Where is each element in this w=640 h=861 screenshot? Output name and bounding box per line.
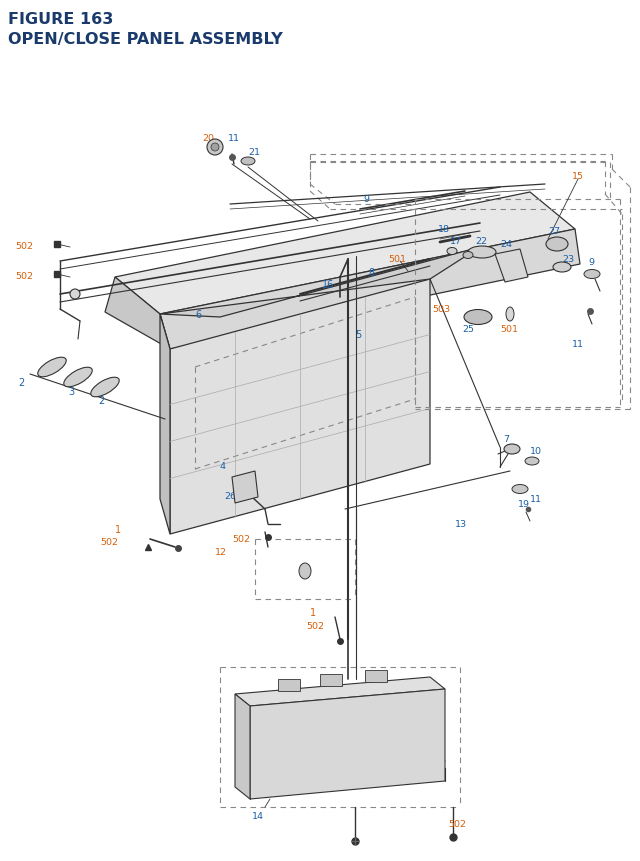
Text: OPEN/CLOSE PANEL ASSEMBLY: OPEN/CLOSE PANEL ASSEMBLY [8, 32, 283, 47]
Text: 502: 502 [15, 242, 33, 251]
Ellipse shape [525, 457, 539, 466]
Ellipse shape [546, 238, 568, 251]
Text: 22: 22 [475, 237, 487, 245]
Text: 23: 23 [562, 255, 574, 263]
Text: 9: 9 [363, 195, 369, 204]
Text: 19: 19 [518, 499, 530, 508]
Text: 3: 3 [68, 387, 74, 397]
Ellipse shape [512, 485, 528, 494]
Ellipse shape [506, 307, 514, 322]
Text: 16: 16 [322, 280, 334, 289]
Text: 25: 25 [462, 325, 474, 333]
Text: 6: 6 [195, 310, 201, 319]
Bar [365, 670, 387, 682]
Ellipse shape [584, 270, 600, 279]
Text: 5: 5 [355, 330, 361, 339]
Text: 13: 13 [455, 519, 467, 529]
Text: 1: 1 [115, 524, 121, 535]
Text: 501: 501 [500, 325, 518, 333]
Text: 502: 502 [100, 537, 118, 547]
Text: 11: 11 [572, 339, 584, 349]
Circle shape [207, 139, 223, 156]
Text: 14: 14 [252, 811, 264, 820]
Text: FIGURE 163: FIGURE 163 [8, 12, 113, 27]
Text: 502: 502 [306, 622, 324, 630]
Text: 9: 9 [588, 257, 594, 267]
Text: 7: 7 [503, 435, 509, 443]
Text: 24: 24 [500, 239, 512, 249]
Ellipse shape [91, 378, 119, 397]
Polygon shape [170, 280, 430, 535]
Polygon shape [160, 230, 580, 350]
Text: 27: 27 [548, 226, 560, 236]
Circle shape [211, 144, 219, 152]
Text: 21: 21 [248, 148, 260, 157]
Text: 502: 502 [448, 819, 466, 828]
Text: 4: 4 [220, 461, 226, 470]
Text: 2: 2 [98, 395, 104, 406]
Text: 26: 26 [224, 492, 236, 500]
Text: 501: 501 [388, 255, 406, 263]
Text: 502: 502 [232, 535, 250, 543]
Text: 10: 10 [530, 447, 542, 455]
Ellipse shape [299, 563, 311, 579]
Text: 18: 18 [438, 225, 450, 233]
Text: 11: 11 [228, 133, 240, 143]
Text: 11: 11 [530, 494, 542, 504]
Polygon shape [232, 472, 258, 504]
Ellipse shape [504, 444, 520, 455]
Polygon shape [235, 678, 445, 706]
Polygon shape [105, 278, 170, 350]
Ellipse shape [468, 247, 496, 258]
Text: 17: 17 [450, 237, 462, 245]
Ellipse shape [38, 358, 66, 377]
Text: 502: 502 [15, 272, 33, 281]
Bar [320, 674, 342, 686]
Polygon shape [160, 314, 170, 535]
Text: 20: 20 [202, 133, 214, 143]
Ellipse shape [447, 248, 457, 255]
Polygon shape [235, 694, 250, 799]
Text: 2: 2 [18, 378, 24, 387]
Polygon shape [115, 193, 575, 314]
Bar [278, 679, 300, 691]
Ellipse shape [64, 368, 92, 387]
Ellipse shape [463, 252, 473, 259]
Text: 8: 8 [368, 268, 374, 278]
Circle shape [70, 289, 80, 300]
Ellipse shape [464, 310, 492, 325]
Ellipse shape [553, 263, 571, 273]
Text: 1: 1 [310, 607, 316, 617]
Text: 503: 503 [432, 305, 450, 313]
Polygon shape [495, 250, 528, 282]
Text: 15: 15 [572, 172, 584, 181]
Ellipse shape [241, 158, 255, 166]
Text: 12: 12 [215, 548, 227, 556]
Polygon shape [250, 689, 445, 799]
Polygon shape [160, 248, 480, 318]
